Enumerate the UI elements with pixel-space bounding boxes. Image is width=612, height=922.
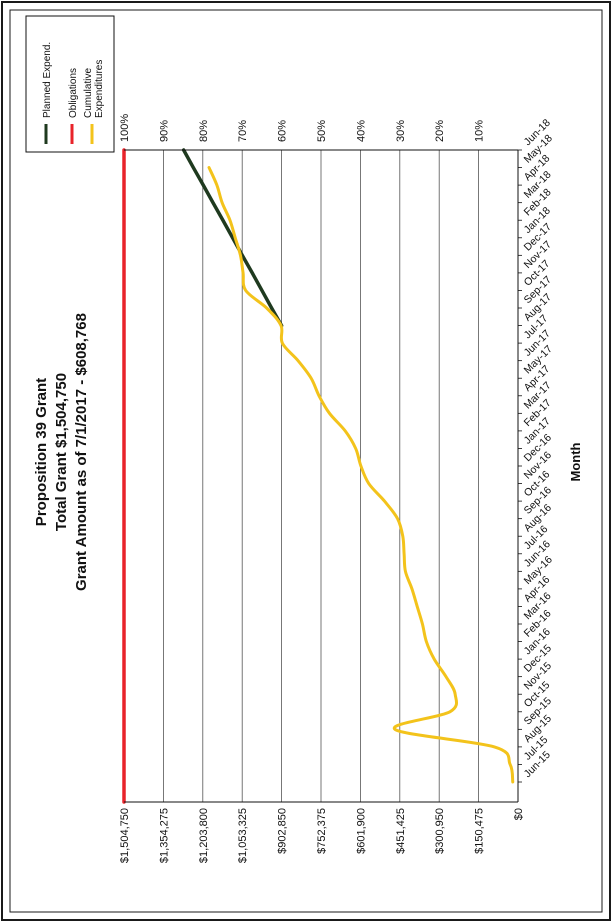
grid-layer — [123, 150, 480, 802]
y-tick-label: $150,475 — [474, 808, 486, 854]
y-percent-label: 40% — [355, 120, 367, 142]
y-percent-label: 90% — [158, 120, 170, 142]
y-percent-label: 10% — [474, 120, 486, 142]
y-percent-label: 100% — [119, 114, 131, 142]
y-percent-label: 20% — [434, 120, 446, 142]
chart-subtitle-grant-amount: Grant Amount as of 7/1/2017 - $608,768 — [73, 313, 90, 591]
chart-title: Proposition 39 Grant — [33, 378, 50, 526]
y-tick-label: $451,425 — [395, 808, 407, 854]
y-tick-label: $0 — [513, 808, 525, 820]
legend-label: CumulativeExpenditures — [83, 60, 105, 118]
planned-expend-line — [181, 148, 284, 328]
y-percent-label: 30% — [395, 120, 407, 142]
legend: Planned Expend. Obligations CumulativeExpe… — [25, 15, 115, 153]
y-tick-label: $1,504,750 — [119, 808, 131, 863]
y-tick-label: $601,900 — [355, 808, 367, 854]
x-axis-label: Month — [568, 442, 583, 481]
inner-border — [9, 9, 603, 913]
y-percent-label: 80% — [198, 120, 210, 142]
legend-box — [25, 15, 115, 153]
y-percent-label: 50% — [316, 120, 328, 142]
rotated-chart: $0 $150,475 10% $300,950 20% $451,425 30% $601,… — [25, 15, 583, 863]
series-layer — [122, 148, 515, 804]
legend-label: Planned Expend. — [42, 42, 53, 118]
y-tick-label: $752,375 — [316, 808, 328, 854]
axis-layer: $0 $150,475 10% $300,950 20% $451,425 30% $601,… — [119, 114, 555, 863]
y-tick-label: $1,053,325 — [237, 808, 249, 863]
chart-subtitle-total-grant: Total Grant $1,504,750 — [53, 373, 70, 531]
y-tick-label: $1,203,800 — [198, 808, 210, 863]
cumulative-expenditures-line — [207, 166, 515, 784]
y-tick-label: $1,354,275 — [158, 808, 170, 863]
y-percent-label: 60% — [277, 120, 289, 142]
y-percent-label: 70% — [237, 120, 249, 142]
legend-label: Obligations — [68, 68, 79, 118]
y-tick-label: $300,950 — [434, 808, 446, 854]
y-tick-label: $902,850 — [277, 808, 289, 854]
